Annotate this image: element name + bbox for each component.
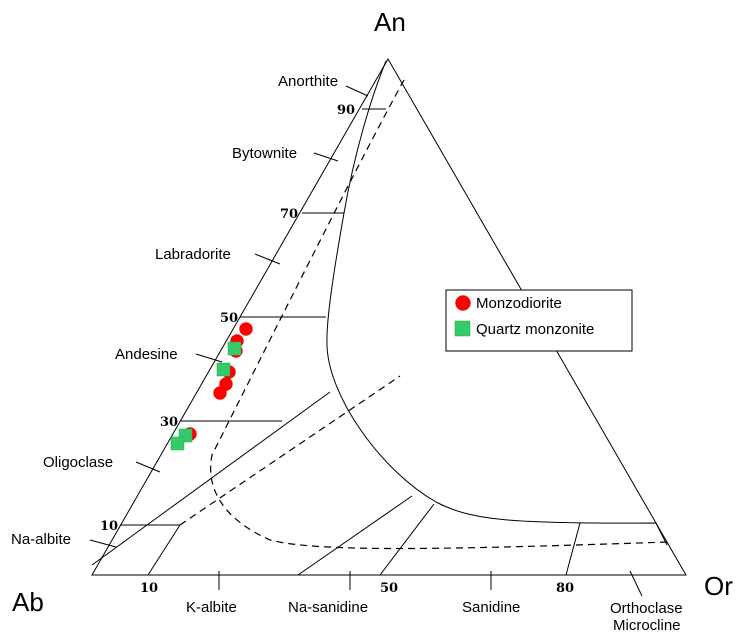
legend-box <box>445 289 633 352</box>
field-label-na-albite: Na-albite <box>11 531 71 548</box>
data-point-quartz-monzonite <box>216 362 231 377</box>
tick-label-30: 30 <box>160 415 178 430</box>
legend-marker-quartz-monzonite <box>454 320 471 337</box>
leader-bytownite <box>313 152 339 162</box>
bottom-tick-label-80: 80 <box>556 581 574 596</box>
dashed-line-middle <box>179 375 401 526</box>
tick-label-90: 90 <box>337 103 355 118</box>
vertex-label-ab: Ab <box>12 587 44 617</box>
division-line-na-sanidine <box>297 495 413 576</box>
tick-label-10: 10 <box>100 519 118 534</box>
tick-label-70: 70 <box>280 207 298 222</box>
legend-marker-monzodiorite <box>455 295 471 311</box>
field-label-andesine: Andesine <box>115 346 178 363</box>
bottom-tick-label-10: 10 <box>140 581 158 596</box>
field-label-microcline: Microcline <box>613 617 681 634</box>
field-label-orthoclase: Orthoclase <box>610 600 683 617</box>
solvus-boundary-curve <box>326 60 668 546</box>
data-point-quartz-monzonite <box>227 341 242 356</box>
series-quartz-monzonite <box>170 341 242 451</box>
leader-na-albite <box>89 539 117 548</box>
legend: Monzodiorite Quartz monzonite <box>445 289 633 352</box>
data-point-monzodiorite <box>213 386 227 400</box>
field-label-bytownite: Bytownite <box>232 145 297 162</box>
leader-anorthite <box>345 85 369 97</box>
field-label-k-albite: K-albite <box>186 599 237 616</box>
vertex-label-or: Or <box>704 571 733 601</box>
field-label-na-sanidine: Na-sanidine <box>288 599 368 616</box>
data-point-quartz-monzonite <box>170 436 185 451</box>
division-line-sanidine <box>379 503 435 576</box>
leader-orthoclase <box>629 570 643 597</box>
legend-label-quartz-monzonite: Quartz monzonite <box>476 321 594 338</box>
legend-label-monzodiorite: Monzodiorite <box>476 295 562 312</box>
tick-label-50: 50 <box>220 311 238 326</box>
leader-andesine <box>195 353 223 363</box>
series-monzodiorite <box>183 322 253 441</box>
dashed-line-upper <box>210 79 669 550</box>
bottom-tick-label-50: 50 <box>380 581 398 596</box>
division-line-k-albite <box>147 524 181 576</box>
vertex-label-an: An <box>374 7 406 37</box>
data-point-monzodiorite <box>239 322 253 336</box>
field-label-anorthite: Anorthite <box>278 73 338 90</box>
field-label-labradorite: Labradorite <box>155 246 231 263</box>
leader-labradorite <box>254 253 281 265</box>
leader-oligoclase <box>135 461 161 473</box>
field-label-sanidine: Sanidine <box>462 599 520 616</box>
division-line-orthoclase <box>565 522 581 576</box>
field-label-oligoclase: Oligoclase <box>43 454 113 471</box>
